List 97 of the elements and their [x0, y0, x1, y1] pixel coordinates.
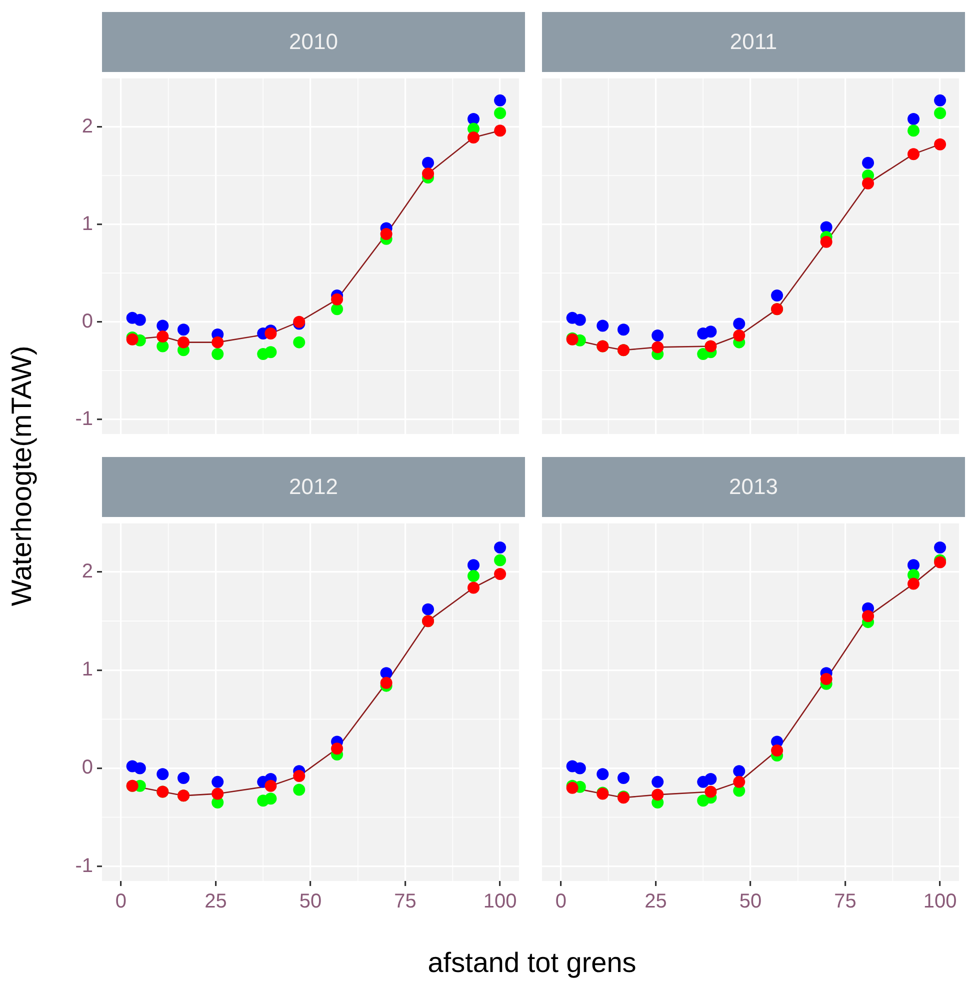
point [908, 559, 920, 572]
point [293, 336, 306, 348]
y-axis-title: Waterhoogte(mTAW) [6, 346, 38, 606]
point [494, 554, 506, 566]
point [574, 314, 586, 326]
chart-title: 2013 [542, 457, 965, 517]
point [264, 328, 277, 340]
x-tick-label: 0 [555, 890, 567, 913]
point [494, 94, 506, 106]
y-tick-label: 0 [82, 310, 93, 332]
point [494, 568, 506, 580]
point [934, 138, 946, 150]
point [820, 236, 832, 248]
y-tick-label: 0 [82, 756, 93, 779]
point [652, 788, 664, 801]
point [468, 582, 480, 594]
point [494, 542, 506, 554]
point [468, 570, 480, 582]
point [264, 792, 277, 805]
point [771, 290, 784, 302]
point [652, 329, 664, 342]
point [422, 603, 434, 616]
x-tick-label: 50 [739, 890, 762, 913]
x-tick-label: 75 [394, 890, 416, 913]
point [934, 94, 946, 106]
point [422, 156, 434, 169]
point [596, 320, 609, 332]
point [380, 676, 392, 689]
point [156, 768, 169, 780]
x-tick-label: 0 [115, 890, 127, 913]
point [862, 610, 874, 622]
point [212, 776, 224, 788]
x-tick-label: 25 [644, 890, 667, 913]
point [212, 348, 224, 360]
point [331, 742, 344, 755]
point [862, 177, 874, 190]
point [380, 228, 392, 240]
point [134, 314, 146, 326]
point [652, 341, 664, 354]
point [618, 772, 630, 784]
y-tick-label: 2 [82, 560, 93, 583]
point [212, 788, 224, 800]
point [156, 320, 169, 332]
point [134, 762, 146, 774]
point [156, 330, 169, 342]
point [908, 148, 920, 160]
point [468, 112, 480, 125]
point [574, 762, 586, 774]
x-tick-label: 75 [834, 890, 856, 913]
y-tick-label: 2 [82, 115, 93, 138]
point [468, 559, 480, 572]
point [293, 784, 306, 796]
point [264, 780, 277, 792]
point [652, 776, 664, 788]
point [212, 336, 224, 348]
point [908, 578, 920, 590]
point [331, 293, 344, 306]
point [934, 107, 946, 120]
point [468, 131, 480, 144]
point [908, 112, 920, 125]
point [264, 346, 277, 358]
point [704, 326, 717, 338]
chart-title: 2010 [102, 12, 525, 72]
point [494, 107, 506, 120]
point [733, 776, 746, 788]
point [380, 667, 392, 680]
point [704, 786, 717, 798]
point [293, 770, 306, 782]
y-tick-label: -1 [75, 408, 93, 430]
y-tick-label: 1 [82, 658, 93, 681]
point [934, 542, 946, 554]
point [704, 340, 717, 352]
point [733, 318, 746, 330]
y-tick-label: 1 [82, 212, 93, 235]
point [422, 168, 434, 180]
point [820, 221, 832, 234]
point [862, 156, 874, 169]
point [618, 324, 630, 336]
x-tick-label: 50 [299, 890, 322, 913]
x-axis-title: afstand tot grens [428, 947, 636, 979]
point [771, 744, 784, 757]
point [820, 672, 832, 685]
point [908, 124, 920, 137]
point [704, 772, 717, 785]
point [494, 124, 506, 137]
point [178, 324, 190, 336]
point [596, 768, 609, 780]
point [733, 329, 746, 342]
x-tick-label: 25 [204, 890, 227, 913]
point [733, 765, 746, 778]
point [178, 336, 190, 348]
y-tick-label: -1 [75, 854, 93, 877]
chart-title: 2011 [542, 12, 965, 72]
chart-title: 2012 [102, 457, 525, 517]
x-tick-label: 100 [483, 890, 517, 913]
x-tick-label: 100 [923, 890, 957, 913]
point [178, 772, 190, 784]
